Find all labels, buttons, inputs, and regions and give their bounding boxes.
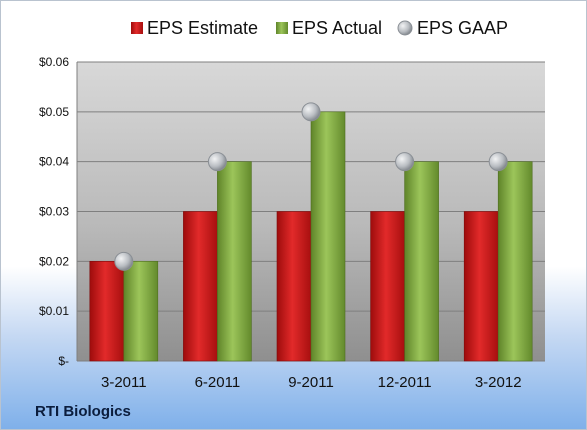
y-tick-label: $0.05: [39, 105, 69, 119]
actual-bar: [123, 261, 159, 362]
gaap-marker: [488, 152, 508, 172]
actual-bar: [497, 161, 533, 362]
gaap-marker: [301, 102, 321, 122]
actual-bar: [310, 111, 346, 362]
y-axis-ticks: $- $0.01 $0.02 $0.03 $0.04 $0.05 $0.06: [39, 55, 69, 368]
actual-bar: [404, 161, 439, 362]
y-tick-label: $-: [58, 354, 69, 368]
legend: EPS Estimate EPS Actual EPS GAAP: [131, 18, 508, 38]
x-tick-label: 6-2011: [195, 374, 241, 391]
x-tick-label: 3-2011: [101, 374, 147, 391]
gaap-marker: [395, 152, 415, 172]
legend-label-gaap: EPS GAAP: [417, 18, 508, 38]
y-tick-label: $0.03: [39, 205, 69, 219]
company-label: RTI Biologics: [35, 403, 131, 420]
bars: [89, 111, 533, 362]
legend-label-actual: EPS Actual: [292, 18, 382, 38]
gaap-marker: [114, 251, 134, 271]
legend-swatch-actual: [276, 22, 288, 34]
estimate-bar: [183, 211, 218, 362]
y-tick-label: $0.01: [39, 304, 69, 318]
x-tick-label: 9-2011: [288, 374, 334, 391]
legend-label-estimate: EPS Estimate: [147, 18, 258, 38]
legend-swatch-estimate: [131, 22, 143, 34]
estimate-bar: [463, 211, 499, 362]
x-tick-label: 3-2012: [475, 374, 522, 391]
y-tick-label: $0.04: [39, 155, 69, 169]
x-tick-label: 12-2011: [378, 374, 432, 391]
gaap-marker: [207, 152, 227, 172]
estimate-bar: [89, 261, 125, 362]
estimate-bar: [370, 211, 405, 362]
y-tick-label: $0.02: [39, 254, 69, 268]
estimate-bar: [276, 211, 312, 362]
gaap-markers: [114, 102, 508, 271]
x-axis-ticks: 3-2011 6-2011 9-2011 12-2011 3-2012: [101, 374, 522, 391]
y-tick-label: $0.06: [39, 55, 69, 69]
actual-bar: [217, 161, 252, 362]
legend-swatch-gaap: [397, 20, 413, 36]
